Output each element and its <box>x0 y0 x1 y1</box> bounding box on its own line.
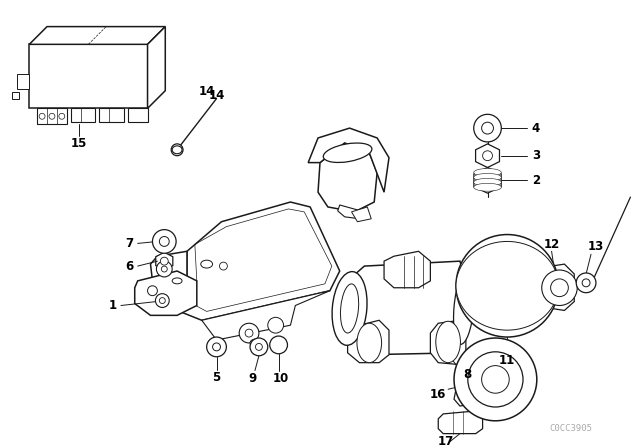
Polygon shape <box>156 252 173 270</box>
Text: 15: 15 <box>70 138 87 151</box>
Circle shape <box>148 286 157 296</box>
Polygon shape <box>99 108 124 122</box>
Polygon shape <box>17 74 29 89</box>
Circle shape <box>576 273 596 293</box>
Circle shape <box>268 317 284 333</box>
Circle shape <box>456 235 559 337</box>
Circle shape <box>255 344 262 350</box>
Text: 14: 14 <box>209 89 225 102</box>
Text: 12: 12 <box>543 238 560 251</box>
Polygon shape <box>476 144 499 168</box>
Text: 6: 6 <box>125 259 134 272</box>
Circle shape <box>171 144 183 156</box>
Text: 8: 8 <box>464 368 472 381</box>
Polygon shape <box>318 143 377 212</box>
Polygon shape <box>37 108 67 124</box>
Circle shape <box>582 279 590 287</box>
Circle shape <box>470 248 545 323</box>
Polygon shape <box>70 108 95 122</box>
Text: 11: 11 <box>499 354 515 367</box>
Circle shape <box>550 279 568 297</box>
Polygon shape <box>348 320 389 363</box>
Ellipse shape <box>454 271 474 345</box>
Polygon shape <box>128 108 148 122</box>
Polygon shape <box>177 202 340 320</box>
Polygon shape <box>545 264 574 310</box>
Ellipse shape <box>474 168 501 177</box>
Circle shape <box>541 270 577 306</box>
Polygon shape <box>148 26 165 108</box>
Ellipse shape <box>340 284 358 333</box>
Circle shape <box>152 230 176 253</box>
Circle shape <box>239 323 259 343</box>
Text: 7: 7 <box>125 237 134 250</box>
Ellipse shape <box>456 241 559 330</box>
Polygon shape <box>384 251 430 288</box>
Text: 3: 3 <box>532 149 540 162</box>
Circle shape <box>486 264 529 307</box>
Text: 16: 16 <box>430 388 447 401</box>
Polygon shape <box>351 207 371 222</box>
Polygon shape <box>202 291 330 340</box>
Polygon shape <box>338 205 360 219</box>
Polygon shape <box>29 26 165 44</box>
Polygon shape <box>454 384 477 406</box>
Ellipse shape <box>332 271 367 345</box>
Ellipse shape <box>172 278 182 284</box>
Circle shape <box>156 294 169 307</box>
Ellipse shape <box>357 323 381 363</box>
Circle shape <box>159 297 165 304</box>
Polygon shape <box>438 411 483 434</box>
Text: 2: 2 <box>532 174 540 187</box>
Circle shape <box>49 113 55 119</box>
Circle shape <box>161 257 168 265</box>
Text: C0CC3905: C0CC3905 <box>550 424 593 433</box>
Circle shape <box>454 338 537 421</box>
Circle shape <box>468 352 523 407</box>
Ellipse shape <box>201 260 212 268</box>
Ellipse shape <box>474 183 501 191</box>
Polygon shape <box>135 271 197 315</box>
Circle shape <box>245 329 253 337</box>
Polygon shape <box>474 168 501 193</box>
Circle shape <box>269 336 287 354</box>
Circle shape <box>212 343 220 351</box>
Circle shape <box>250 338 268 356</box>
Text: 4: 4 <box>532 121 540 134</box>
Text: 1: 1 <box>109 299 117 312</box>
Circle shape <box>59 113 65 119</box>
Polygon shape <box>150 251 187 291</box>
Polygon shape <box>29 44 148 108</box>
Circle shape <box>39 113 45 119</box>
Polygon shape <box>348 261 466 355</box>
Ellipse shape <box>172 146 182 154</box>
Text: 9: 9 <box>249 372 257 385</box>
Ellipse shape <box>474 173 501 181</box>
Circle shape <box>483 151 492 161</box>
Text: 10: 10 <box>273 372 289 385</box>
Circle shape <box>482 366 509 393</box>
Circle shape <box>159 237 169 246</box>
Polygon shape <box>12 92 19 99</box>
Text: 17: 17 <box>438 435 454 448</box>
Text: 14: 14 <box>198 85 215 98</box>
Text: 5: 5 <box>212 371 221 384</box>
Ellipse shape <box>474 178 501 186</box>
Circle shape <box>156 261 172 277</box>
Circle shape <box>207 337 227 357</box>
Polygon shape <box>308 128 389 192</box>
Ellipse shape <box>323 143 372 163</box>
Polygon shape <box>430 320 466 365</box>
Ellipse shape <box>436 321 460 363</box>
Text: 13: 13 <box>588 240 604 253</box>
Circle shape <box>474 114 501 142</box>
Circle shape <box>161 266 167 272</box>
Ellipse shape <box>250 339 262 347</box>
Circle shape <box>220 262 227 270</box>
Circle shape <box>482 122 493 134</box>
